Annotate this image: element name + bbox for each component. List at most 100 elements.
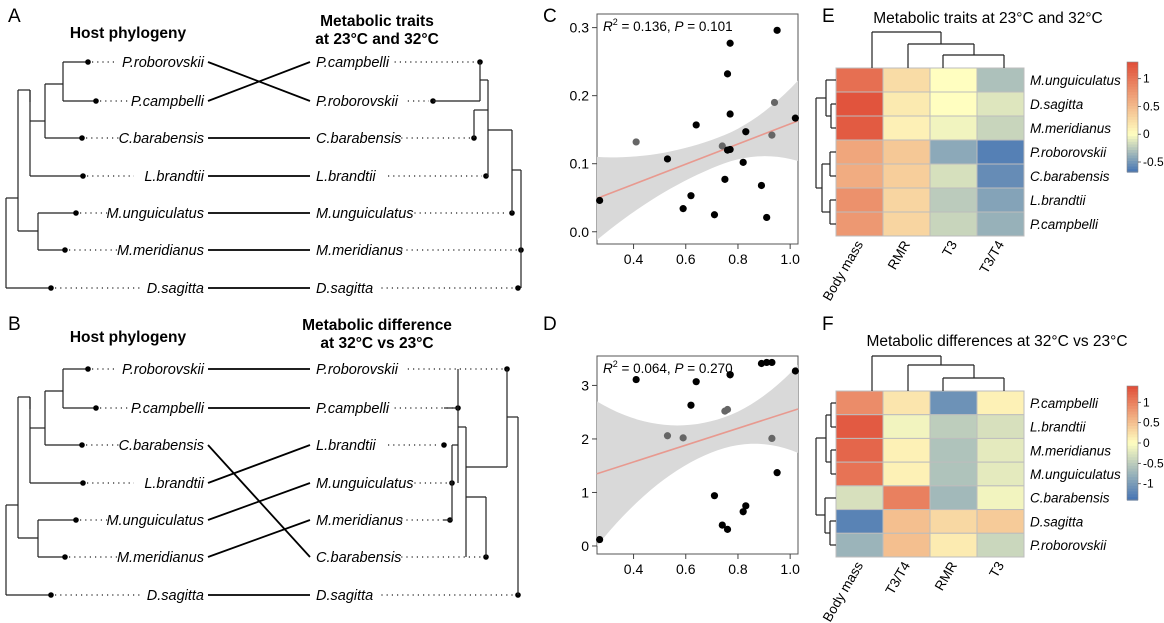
f-heat-cell — [882, 485, 931, 511]
e-heat-cell — [929, 211, 978, 237]
e-legend-swatch — [1127, 111, 1138, 115]
f-legend-swatch — [1127, 468, 1138, 473]
e-legend-swatch — [1127, 133, 1138, 137]
f-legend-swatch — [1127, 491, 1138, 495]
f-legend-swatch — [1127, 394, 1138, 398]
e-row-label-p-campbelli: P.campbelli — [1030, 217, 1099, 232]
panel-d-scatter: D 0.4 0.6 0.8 1.0 0 1 2 3 R2 = 0.064, P = 0.270 — [543, 314, 800, 577]
f-heat-cell — [882, 461, 931, 487]
e-heat-cell — [929, 91, 978, 117]
e-legend-swatch — [1127, 147, 1138, 151]
c-x-tick-label: 0.4 — [624, 251, 644, 267]
f-heat-cell — [976, 509, 1025, 534]
f-legend-swatch — [1127, 411, 1138, 416]
f-heat-cell — [929, 414, 978, 439]
f-legend-swatch — [1127, 480, 1138, 484]
f-legend-swatch — [1127, 397, 1138, 401]
f-legend-swatch — [1127, 440, 1138, 444]
f-heat-cell — [835, 437, 884, 463]
c-data-point — [770, 98, 779, 107]
trait-tip-node — [441, 442, 447, 448]
e-legend-swatch — [1127, 155, 1138, 159]
trait-label-p-campbelli: P.campbelli — [316, 401, 390, 417]
f-row-label-l-brandtii: L.brandtii — [1030, 420, 1087, 435]
e-heat-cell — [882, 163, 931, 189]
c-data-point — [710, 211, 719, 219]
c-data-point — [726, 110, 734, 118]
f-legend-tick-label: -1 — [1143, 477, 1154, 491]
f-legend-swatch — [1127, 454, 1138, 458]
d-x-tick-label: 1.0 — [780, 561, 800, 577]
d-p-value: = 0.270 — [683, 361, 732, 376]
panel-a-host-title: Host phylogeny — [70, 25, 187, 42]
panel-c-letter: C — [543, 6, 557, 27]
c-x-tick-label: 1.0 — [780, 251, 800, 267]
host-tip-node — [48, 285, 54, 291]
panel-b-trait-title-line1: Metabolic difference — [302, 317, 452, 334]
d-data-point — [763, 358, 771, 367]
e-col-label-body-mass: Body mass — [820, 238, 867, 304]
f-heat-cell — [976, 437, 1025, 463]
e-legend-swatch — [1127, 163, 1138, 168]
f-legend-swatch — [1127, 477, 1138, 481]
host-label-p-campbelli: P.campbelli — [131, 401, 205, 417]
c-data-point — [763, 213, 771, 222]
trait-label-p-campbelli: P.campbelli — [316, 55, 390, 71]
panel-b-trait-title-line2: at 32°C vs 23°C — [320, 335, 433, 352]
f-legend-tick-label: 1 — [1143, 395, 1150, 409]
e-legend-swatch — [1127, 67, 1138, 71]
f-legend-swatch — [1127, 420, 1138, 424]
f-heat-cell — [835, 414, 884, 439]
panel-f-plot: P.campbelli L.brandtii M.meridianus M.ungui… — [815, 355, 1164, 623]
e-heat-cell — [882, 115, 931, 141]
e-legend-swatch — [1127, 92, 1138, 96]
panel-b-host-title: Host phylogeny — [70, 329, 187, 346]
trait-label-c-barabensis: C.barabensis — [316, 550, 401, 566]
e-legend-swatch — [1127, 150, 1138, 154]
f-heat-cell — [976, 532, 1025, 558]
f-legend-tick-label: 0.5 — [1143, 416, 1160, 430]
f-heat-cell — [976, 461, 1025, 487]
d-y-tick-label: 2 — [581, 431, 589, 447]
e-dendrograms — [815, 31, 1005, 225]
f-legend-swatch — [1127, 423, 1138, 427]
e-legend-swatch — [1127, 75, 1138, 80]
f-legend-swatch — [1127, 403, 1138, 407]
e-legend-swatch — [1127, 119, 1138, 124]
c-p-value: = 0.101 — [683, 19, 732, 34]
d-data-point — [791, 367, 799, 375]
panel-d-plot: 0.4 0.6 0.8 1.0 0 1 2 3 R2 = 0.064, P = 0.270 — [581, 355, 800, 577]
f-legend-swatch — [1127, 497, 1138, 501]
f-legend-swatch — [1127, 443, 1138, 447]
e-col-label-t3-t4: T3/T4 — [976, 238, 1007, 276]
e-heat-cell — [976, 187, 1025, 213]
c-data-point — [742, 128, 750, 136]
c-y-tick-label: 0.1 — [570, 156, 590, 172]
e-row-label-p-roborovskii: P.roborovskii — [1030, 145, 1107, 160]
tangle-link-p-campbelli — [207, 61, 311, 102]
e-legend-swatch — [1127, 141, 1138, 146]
c-data-point — [726, 39, 734, 47]
f-heat-cell — [835, 390, 884, 416]
e-legend-swatch — [1127, 108, 1138, 113]
e-legend-swatch — [1127, 106, 1138, 110]
trait-tip-node — [515, 285, 521, 291]
f-legend-swatch — [1127, 488, 1138, 493]
panel-e-heatmap: E Metabolic traits at 23°C and 32°C M.un… — [815, 6, 1164, 304]
e-heat-cell — [929, 115, 978, 141]
d-r2-value: = 0.064, — [618, 361, 675, 376]
f-heat-cell — [929, 509, 978, 534]
e-heat-cell — [835, 91, 884, 117]
trait-label-m-unguiculatus: M.unguiculatus — [316, 206, 414, 222]
e-legend-swatch — [1127, 73, 1138, 77]
e-heat-cell — [929, 67, 978, 93]
host-label-l-brandtii: L.brandtii — [144, 476, 204, 492]
f-heat-cell — [929, 532, 978, 558]
d-y-tick-label: 1 — [581, 484, 589, 500]
f-heat-cell — [976, 414, 1025, 439]
e-heat-cell — [882, 91, 931, 117]
a-trait-tree — [433, 62, 522, 288]
e-legend-swatch — [1127, 89, 1138, 93]
e-col-label-t3: T3 — [939, 238, 960, 259]
f-heat-cell — [835, 509, 884, 534]
